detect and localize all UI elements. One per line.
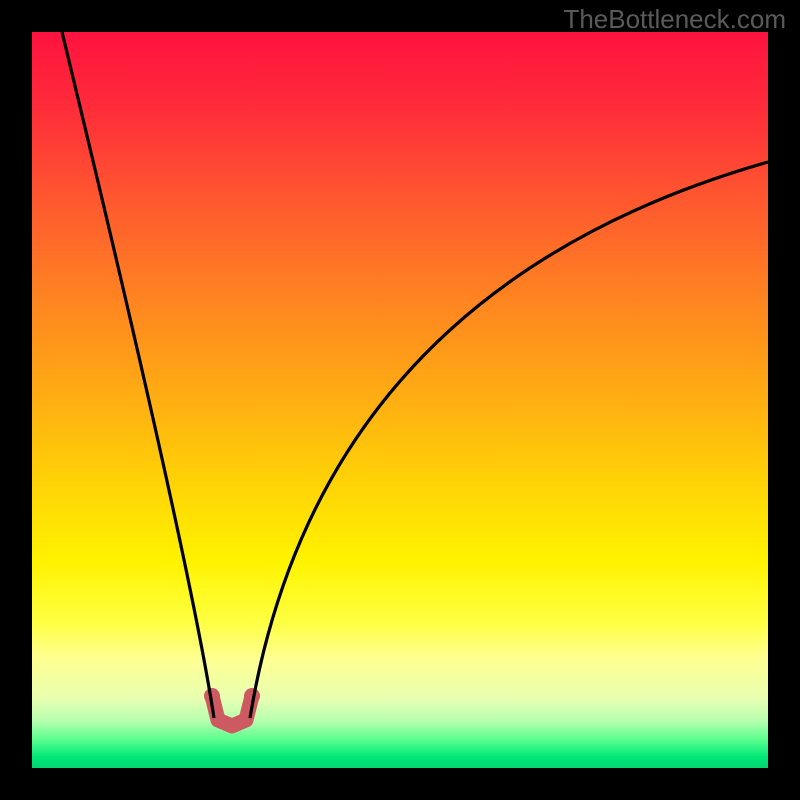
curve-right	[250, 162, 768, 718]
watermark-text: TheBottleneck.com	[563, 4, 786, 35]
curve-layer	[0, 0, 800, 800]
chart-container: TheBottleneck.com	[0, 0, 800, 800]
curve-left	[62, 32, 214, 718]
